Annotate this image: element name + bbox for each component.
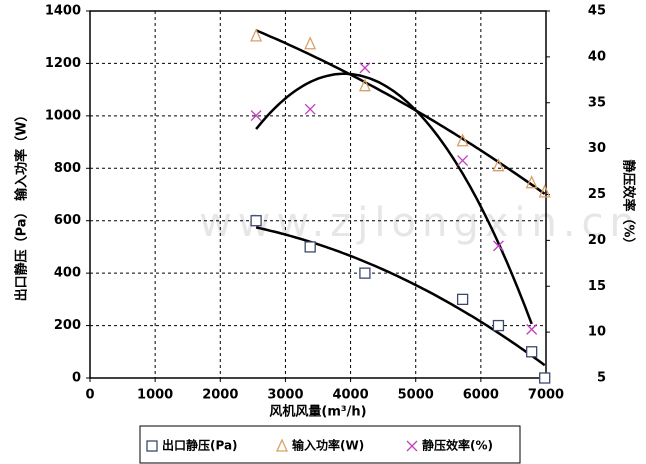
legend-marker bbox=[406, 440, 418, 452]
legend-box bbox=[139, 425, 521, 464]
trendline bbox=[255, 29, 546, 195]
legend-marker bbox=[275, 438, 289, 452]
y2-tick-label: 10 bbox=[588, 325, 606, 340]
marker-cross bbox=[457, 155, 469, 167]
y-tick-label: 0 bbox=[72, 371, 81, 386]
y2-tick-label: 30 bbox=[588, 141, 606, 156]
y-tick-label: 800 bbox=[54, 161, 81, 176]
y2-tick-label: 25 bbox=[588, 187, 606, 202]
y2-tick-label: 5 bbox=[597, 371, 606, 386]
x-tick-label: 0 bbox=[85, 388, 94, 403]
legend-label: 静压效率(%) bbox=[422, 438, 493, 453]
marker-triangle bbox=[358, 78, 371, 92]
marker-cross bbox=[359, 62, 371, 74]
y-axis-title: 出口静压（Pa） 输入功率（W） bbox=[14, 109, 30, 302]
x-tick-label: 4000 bbox=[332, 388, 368, 403]
marker-square bbox=[304, 241, 316, 253]
y-tick-label: 200 bbox=[54, 318, 81, 333]
x-axis-title: 风机风量(m³/h) bbox=[269, 404, 366, 420]
marker-cross bbox=[250, 110, 262, 122]
marker-cross bbox=[492, 240, 504, 252]
marker-cross bbox=[304, 103, 316, 115]
marker-square bbox=[250, 215, 262, 227]
x-tick-label: 5000 bbox=[398, 388, 434, 403]
marker-square bbox=[456, 293, 469, 306]
marker-triangle bbox=[456, 133, 469, 147]
y2-axis-title: 静压效率（%） bbox=[621, 159, 637, 250]
x-tick-label: 1000 bbox=[137, 388, 173, 403]
y-tick-label: 600 bbox=[54, 213, 81, 228]
legend-label: 出口静压(Pa) bbox=[162, 438, 238, 453]
marker-triangle bbox=[525, 175, 538, 189]
y-tick-label: 1400 bbox=[45, 4, 81, 19]
marker-triangle bbox=[304, 36, 317, 50]
x-tick-label: 2000 bbox=[202, 388, 238, 403]
marker-triangle bbox=[250, 28, 263, 42]
x-tick-label: 6000 bbox=[463, 388, 499, 403]
y-tick-label: 400 bbox=[54, 266, 81, 281]
marker-square bbox=[539, 372, 551, 384]
x-tick-label: 3000 bbox=[267, 388, 303, 403]
watermark: www.zjlongxin.cn bbox=[199, 200, 641, 246]
marker-cross bbox=[526, 323, 538, 335]
legend-label: 输入功率(W) bbox=[292, 438, 364, 453]
trendline bbox=[255, 226, 546, 367]
y2-tick-label: 15 bbox=[588, 279, 606, 294]
marker-triangle bbox=[492, 158, 505, 172]
plot-frame bbox=[89, 10, 547, 379]
marker-square bbox=[359, 267, 371, 279]
marker-square bbox=[492, 319, 505, 332]
trendline bbox=[255, 72, 533, 325]
y-tick-label: 1000 bbox=[45, 108, 81, 123]
y2-tick-label: 20 bbox=[588, 233, 606, 248]
y2-tick-label: 45 bbox=[588, 4, 606, 19]
y-tick-label: 1200 bbox=[45, 56, 81, 71]
marker-square bbox=[526, 346, 538, 358]
y2-tick-label: 35 bbox=[588, 95, 606, 110]
legend-marker bbox=[146, 440, 158, 452]
marker-triangle bbox=[538, 184, 551, 198]
y2-tick-label: 40 bbox=[588, 49, 606, 64]
x-tick-label: 7000 bbox=[528, 388, 564, 403]
